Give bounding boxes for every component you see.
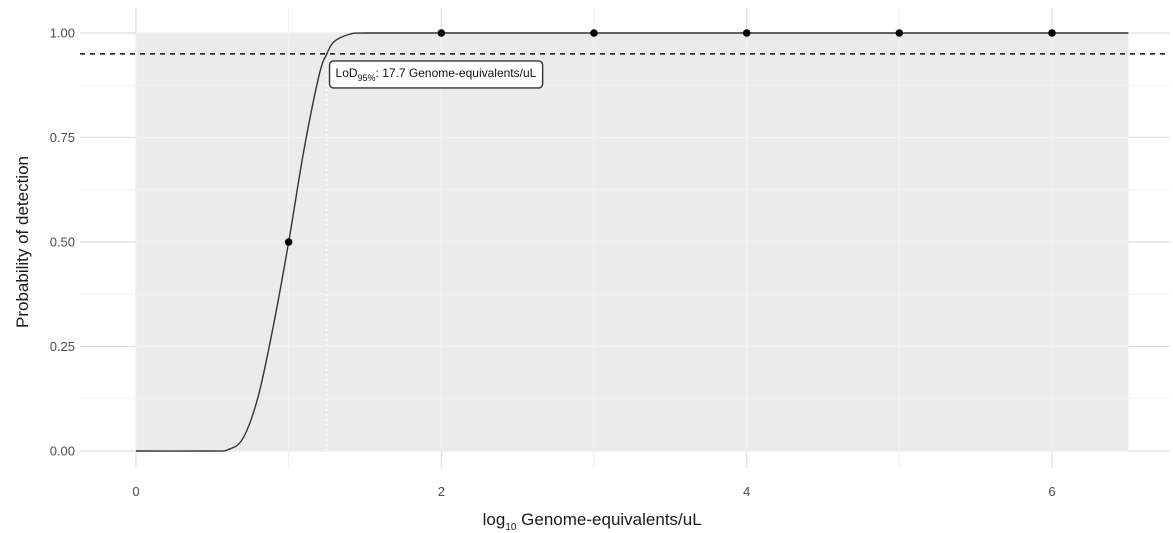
- y-tick-label: 0.50: [50, 235, 75, 250]
- data-points: [284, 29, 1056, 246]
- annotation-box: [328, 60, 544, 89]
- data-point: [590, 29, 598, 37]
- y-tick-label: 1.00: [50, 26, 75, 41]
- data-point: [1048, 29, 1056, 37]
- y-axis-tick-labels: 0.00 0.25 0.50 0.75 1.00: [50, 26, 75, 459]
- annotation-label: LoD: [336, 66, 358, 80]
- x-tick-label: 2: [438, 484, 445, 499]
- y-axis-title: Probability of detection: [13, 156, 32, 328]
- fitted-curve: [135, 32, 1129, 452]
- data-point: [895, 29, 904, 37]
- x-axis-title-suffix: Genome-equivalents/uL: [516, 510, 701, 529]
- x-tick-label: 0: [132, 484, 139, 499]
- x-tick-label: 6: [1048, 484, 1055, 499]
- y-tick-label: 0.25: [50, 339, 75, 354]
- x-axis-title: log10 Genome-equivalents/uL: [483, 510, 702, 533]
- annotation-text: LoD95%: 17.7 Genome-equivalents/uL: [336, 66, 537, 83]
- data-point: [284, 238, 293, 246]
- y-tick-label: 0.00: [50, 444, 75, 459]
- data-point: [437, 29, 446, 37]
- x-axis-tick-labels: 0 2 4 6: [132, 484, 1055, 499]
- lod-annotation: LoD95%: 17.7 Genome-equivalents/uL: [328, 60, 544, 89]
- x-tick-label: 4: [743, 484, 750, 499]
- annotation-subscript: 95%: [358, 73, 376, 83]
- data-point: [742, 29, 751, 37]
- x-axis-title-prefix: log: [483, 510, 506, 529]
- y-tick-label: 0.75: [50, 130, 75, 145]
- x-axis-title-subscript: 10: [505, 522, 517, 533]
- annotation-value: : 17.7 Genome-equivalents/uL: [376, 66, 537, 80]
